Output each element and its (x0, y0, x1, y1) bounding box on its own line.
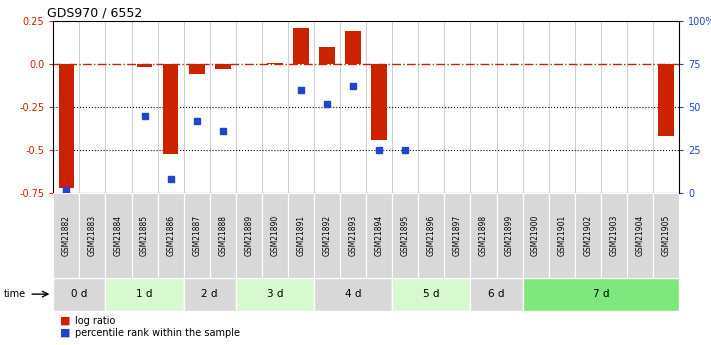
Text: GSM21900: GSM21900 (531, 215, 540, 256)
Bar (471, 193, 496, 278)
Bar (653, 193, 679, 278)
Text: GSM21896: GSM21896 (427, 215, 436, 256)
Text: 7 d: 7 d (592, 289, 609, 299)
Bar (366, 193, 392, 278)
Text: GSM21903: GSM21903 (609, 215, 619, 256)
Bar (658, 64, 674, 136)
Text: GSM21899: GSM21899 (505, 215, 514, 256)
Text: GSM21898: GSM21898 (479, 215, 488, 256)
Text: time: time (4, 289, 26, 299)
Bar (80, 193, 105, 278)
Text: 5 d: 5 d (423, 289, 439, 299)
Text: GSM21901: GSM21901 (557, 215, 566, 256)
Bar (215, 64, 230, 69)
Text: GSM21902: GSM21902 (583, 215, 592, 256)
Bar (392, 193, 418, 278)
Bar (236, 278, 314, 310)
Text: GSM21887: GSM21887 (192, 215, 201, 256)
Text: GSM21893: GSM21893 (348, 215, 358, 256)
Text: GSM21897: GSM21897 (453, 215, 462, 256)
Text: GSM21882: GSM21882 (62, 215, 71, 256)
Text: 4 d: 4 d (345, 289, 361, 299)
Bar (58, 64, 74, 188)
Text: 0 d: 0 d (71, 289, 87, 299)
Bar (163, 64, 178, 154)
Bar (601, 193, 627, 278)
Bar (137, 64, 152, 67)
Bar (314, 278, 392, 310)
Bar (183, 278, 236, 310)
Bar (340, 193, 366, 278)
Bar (371, 64, 387, 140)
Text: 3 d: 3 d (267, 289, 283, 299)
Text: GDS970 / 6552: GDS970 / 6552 (47, 7, 142, 20)
Bar (574, 193, 601, 278)
Text: GSM21895: GSM21895 (401, 215, 410, 256)
Bar (444, 193, 471, 278)
Bar (319, 47, 335, 64)
Text: 6 d: 6 d (488, 289, 505, 299)
Text: GSM21884: GSM21884 (114, 215, 123, 256)
Bar (53, 278, 105, 310)
Bar (392, 278, 471, 310)
Text: GSM21889: GSM21889 (245, 215, 253, 256)
Bar (471, 278, 523, 310)
Bar (523, 193, 549, 278)
Text: GSM21886: GSM21886 (166, 215, 175, 256)
Bar (293, 28, 309, 64)
Text: GSM21885: GSM21885 (140, 215, 149, 256)
Bar (496, 193, 523, 278)
Bar (627, 193, 653, 278)
Text: log ratio: log ratio (75, 316, 115, 326)
Bar (105, 278, 183, 310)
Bar (189, 64, 205, 74)
Bar (262, 193, 288, 278)
Text: ■: ■ (60, 316, 71, 326)
Bar (267, 63, 283, 64)
Text: 2 d: 2 d (201, 289, 218, 299)
Bar (183, 193, 210, 278)
Bar (314, 193, 340, 278)
Text: GSM21883: GSM21883 (88, 215, 97, 256)
Bar (210, 193, 236, 278)
Bar (523, 278, 679, 310)
Bar (132, 193, 158, 278)
Text: GSM21894: GSM21894 (375, 215, 384, 256)
Text: ■: ■ (60, 328, 71, 338)
Bar (346, 31, 361, 64)
Bar (549, 193, 574, 278)
Text: 1 d: 1 d (137, 289, 153, 299)
Bar (105, 193, 132, 278)
Bar (158, 193, 183, 278)
Bar (53, 193, 80, 278)
Bar (418, 193, 444, 278)
Text: GSM21891: GSM21891 (296, 215, 306, 256)
Text: GSM21888: GSM21888 (218, 215, 228, 256)
Text: GSM21905: GSM21905 (661, 215, 670, 256)
Text: GSM21904: GSM21904 (636, 215, 644, 256)
Text: GSM21892: GSM21892 (323, 215, 331, 256)
Bar (236, 193, 262, 278)
Bar (288, 193, 314, 278)
Text: percentile rank within the sample: percentile rank within the sample (75, 328, 240, 338)
Text: GSM21890: GSM21890 (270, 215, 279, 256)
